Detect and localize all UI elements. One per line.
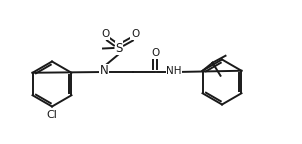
Text: S: S xyxy=(115,41,123,54)
Text: O: O xyxy=(131,29,139,39)
Text: O: O xyxy=(151,48,159,58)
Text: N: N xyxy=(100,65,108,77)
Text: O: O xyxy=(101,29,109,39)
Text: NH: NH xyxy=(166,66,182,76)
Text: Cl: Cl xyxy=(46,110,57,120)
